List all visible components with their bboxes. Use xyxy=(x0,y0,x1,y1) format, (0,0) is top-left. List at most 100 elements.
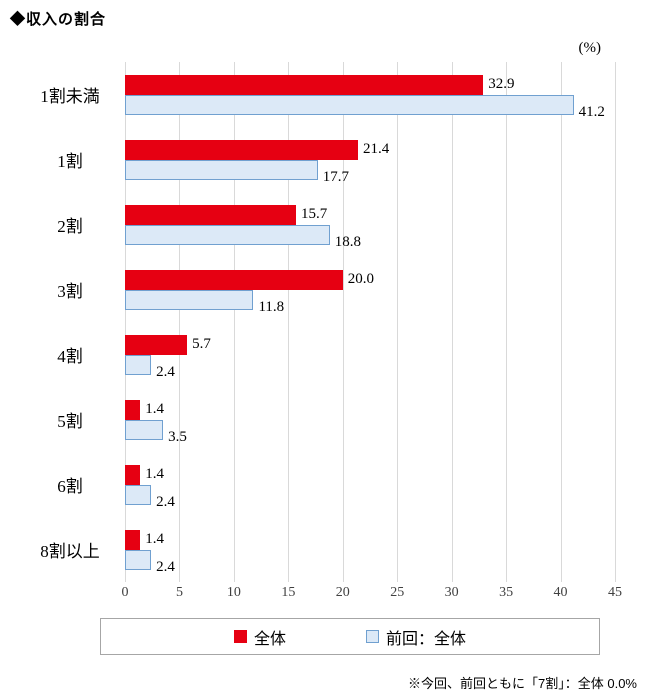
value-label: 1.4 xyxy=(145,466,164,482)
bar-current-total xyxy=(125,334,188,355)
bar-line: 2.4 xyxy=(125,549,615,575)
page-title: ◆収入の割合 xyxy=(10,11,107,28)
gridline xyxy=(125,62,126,582)
axis-tick-label: 35 xyxy=(499,585,514,600)
legend-swatch xyxy=(366,630,379,643)
bar-line: 15.7 xyxy=(125,204,615,225)
gridline xyxy=(560,62,562,582)
chart-row: 1割未満 32.9 41.2 xyxy=(15,62,615,127)
bar-line: 11.8 xyxy=(125,289,615,315)
axis-tick-label: 20 xyxy=(335,585,350,600)
bar-line: 41.2 xyxy=(125,94,615,120)
chart-row: 2割 15.7 18.8 xyxy=(15,192,615,257)
gridline-layer xyxy=(125,62,616,582)
footnote: ※今回、前回ともに「7割」：全体 0.0% xyxy=(408,676,637,691)
bar-line: 2.4 xyxy=(125,484,615,510)
bar-previous-total xyxy=(125,484,152,505)
axis-tick-label: 0 xyxy=(121,585,129,600)
value-label: 21.4 xyxy=(363,141,390,157)
legend-label: 前回：全体 xyxy=(386,630,467,648)
bar-previous-total xyxy=(125,224,330,245)
axis-tick-label: 30 xyxy=(444,585,459,600)
unit-label: (%) xyxy=(578,40,602,56)
category-label: 1割未満 xyxy=(40,87,100,106)
gridline xyxy=(506,62,508,582)
value-label: 2.4 xyxy=(156,559,175,575)
bar-group: 15.7 18.8 xyxy=(125,204,615,250)
category-label: 6割 xyxy=(57,477,83,496)
bar-line: 17.7 xyxy=(125,159,615,185)
axis-tick-label: 40 xyxy=(553,585,568,600)
bar-line: 1.4 xyxy=(125,529,615,550)
chart-row: 4割 5.7 2.4 xyxy=(15,322,615,387)
bar-previous-total xyxy=(125,419,164,440)
legend: 全体 前回：全体 xyxy=(100,618,600,655)
gridline xyxy=(342,62,344,582)
legend-item: 前回：全体 xyxy=(366,625,466,649)
chart-row: 6割 1.4 2.4 xyxy=(15,452,615,517)
x-axis-ticks: 0 5 10 15 20 25 30 35 40 45 xyxy=(121,582,623,602)
chart-rows: 1割未満 32.9 41.2 1割 21.4 17.7 2割 15.7 18.8 3割 20.0 11… xyxy=(15,62,615,582)
bar-previous-total xyxy=(125,159,318,180)
value-label: 17.7 xyxy=(322,169,349,185)
bar-group: 1.4 3.5 xyxy=(125,399,615,445)
chart-row: 8割以上 1.4 2.4 xyxy=(15,517,615,582)
bar-chart: 1割未満 32.9 41.2 1割 21.4 17.7 2割 15.7 18.8 3割 20.0 11… xyxy=(15,62,623,602)
value-label: 5.7 xyxy=(192,336,211,352)
category-label: 4割 xyxy=(57,347,83,366)
bar-line: 18.8 xyxy=(125,224,615,250)
legend-label: 全体 xyxy=(253,630,286,648)
bar-group: 5.7 2.4 xyxy=(125,334,615,380)
bar-current-total xyxy=(125,74,484,95)
bar-group: 32.9 41.2 xyxy=(125,74,615,120)
bar-line: 1.4 xyxy=(125,399,615,420)
bar-line: 20.0 xyxy=(125,269,615,290)
bar-previous-total xyxy=(125,354,152,375)
bar-line: 32.9 xyxy=(125,74,615,95)
bar-line: 21.4 xyxy=(125,139,615,160)
bar-previous-total xyxy=(125,289,254,310)
category-label: 3割 xyxy=(57,282,83,301)
bar-current-total xyxy=(125,269,343,290)
axis-tick-label: 5 xyxy=(175,585,183,600)
chart-row: 5割 1.4 3.5 xyxy=(15,387,615,452)
bar-previous-total xyxy=(125,549,152,570)
bar-current-total xyxy=(125,139,359,160)
value-label: 1.4 xyxy=(145,401,164,417)
value-label: 2.4 xyxy=(156,494,175,510)
bar-line: 5.7 xyxy=(125,334,615,355)
gridline xyxy=(615,62,616,582)
gridline xyxy=(451,62,453,582)
axis-tick-label: 10 xyxy=(226,585,241,600)
category-label: 1割 xyxy=(57,152,83,171)
bar-previous-total xyxy=(125,94,574,115)
legend-swatch xyxy=(233,630,247,643)
bar-group: 20.0 11.8 xyxy=(125,269,615,315)
chart-row: 1割 21.4 17.7 xyxy=(15,127,615,192)
bar-current-total xyxy=(125,399,141,420)
value-label: 2.4 xyxy=(156,364,175,380)
chart-row: 3割 20.0 11.8 xyxy=(15,257,615,322)
bar-line: 3.5 xyxy=(125,419,615,445)
axis-tick-label: 25 xyxy=(390,585,405,600)
bar-current-total xyxy=(125,464,141,485)
value-label: 3.5 xyxy=(168,429,187,445)
bar-group: 21.4 17.7 xyxy=(125,139,615,185)
gridline xyxy=(288,62,290,582)
category-label: 8割以上 xyxy=(40,542,100,561)
axis-tick-label: 45 xyxy=(608,585,622,600)
value-label: 18.8 xyxy=(334,234,361,250)
value-label: 41.2 xyxy=(578,104,605,120)
legend-item: 全体 xyxy=(233,625,286,649)
bar-group: 1.4 2.4 xyxy=(125,529,615,575)
bar-line: 2.4 xyxy=(125,354,615,380)
gridline xyxy=(179,62,181,582)
bar-line: 1.4 xyxy=(125,464,615,485)
bar-current-total xyxy=(125,204,296,225)
gridline xyxy=(397,62,399,582)
value-label: 11.8 xyxy=(258,299,285,315)
category-label: 2割 xyxy=(57,217,83,236)
axis-tick-label: 15 xyxy=(281,585,296,600)
gridline xyxy=(233,62,235,582)
